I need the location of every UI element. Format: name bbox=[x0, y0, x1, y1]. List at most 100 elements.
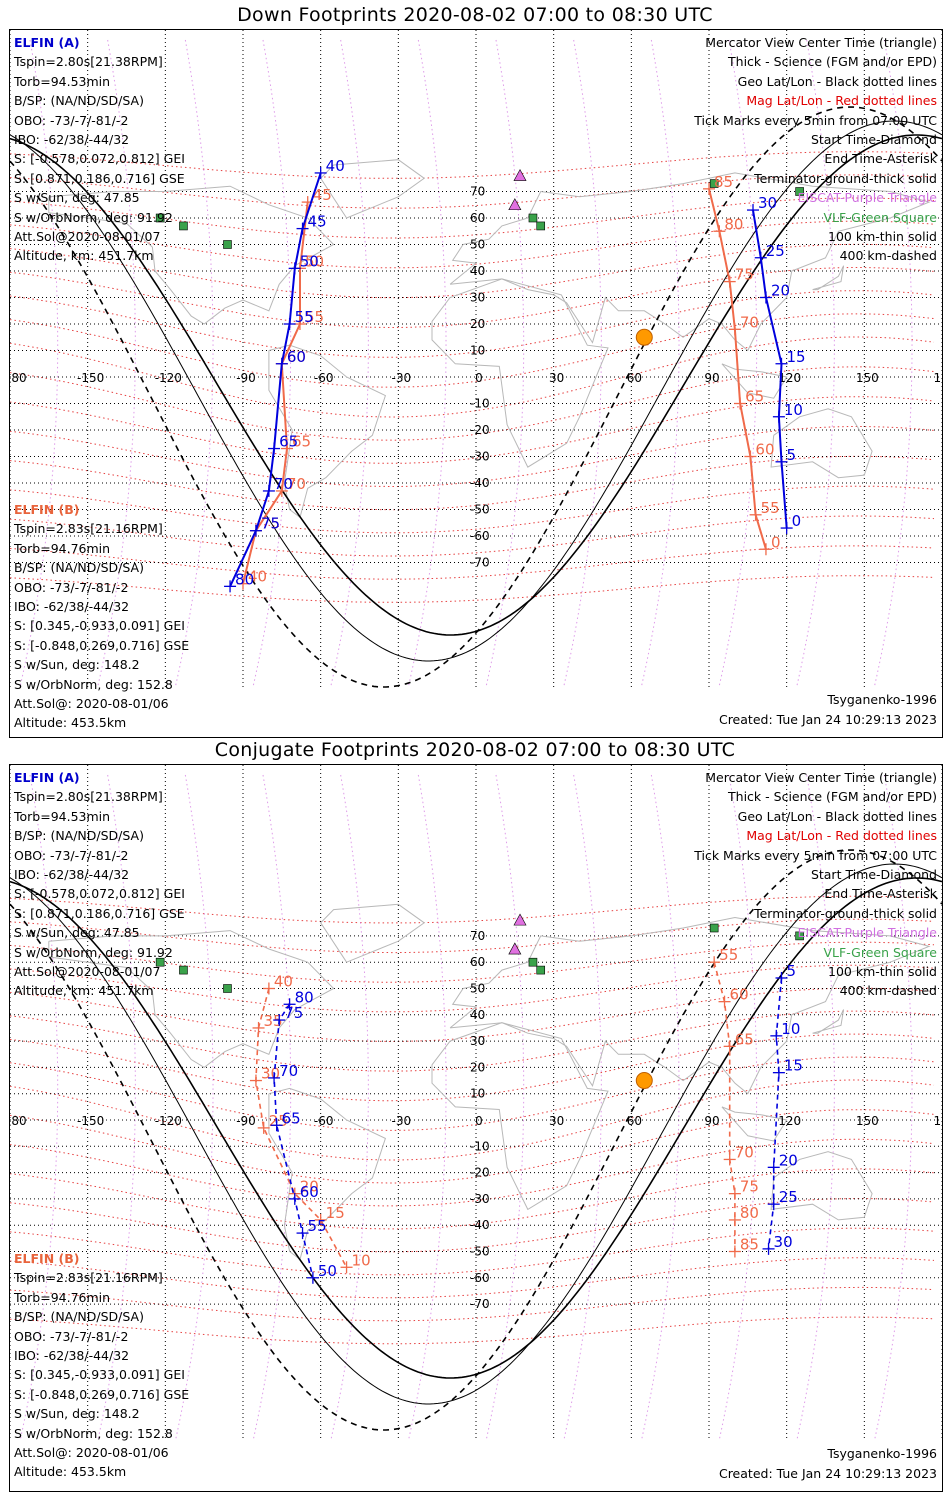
elfin-b-info: ELFIN (B) Tspin=2.83s[21.16RPM] Torb=94.… bbox=[14, 500, 189, 733]
lat-tick-label: -40 bbox=[470, 1218, 490, 1232]
lat-tick-label: -60 bbox=[470, 1271, 490, 1285]
elfin-a-line: S: [-0.578,0.072,0.812] GEI bbox=[14, 151, 185, 167]
elfin-a-line: Altitude, km: 451.7km bbox=[14, 983, 154, 999]
lat-tick-label: -50 bbox=[470, 503, 490, 517]
elfin-b-tick-label: 40 bbox=[248, 568, 267, 586]
lon-tick-label: -90 bbox=[236, 371, 256, 385]
elfin-b-line: OBO: -73/-7/-81/-2 bbox=[14, 579, 129, 595]
elfin-a-line: OBO: -73/-7/-81/-2 bbox=[14, 847, 129, 863]
elfin-b-header: ELFIN (B) bbox=[14, 1251, 80, 1266]
elfin-a-tick-label: 55 bbox=[308, 1217, 327, 1235]
coastline bbox=[320, 159, 426, 219]
mag-lon-line bbox=[407, 39, 447, 688]
legend-item: EISCAT-Purple Triangle bbox=[797, 925, 937, 941]
elfin-a-tick-label: 50 bbox=[318, 1262, 337, 1280]
elfin-b-line: IBO: -62/38/-44/32 bbox=[14, 1347, 130, 1363]
mag-lat-line bbox=[10, 941, 935, 983]
terminator-400km-line bbox=[10, 849, 942, 1431]
elfin-b-track-line bbox=[708, 188, 767, 550]
elfin-b-tick-label: 80 bbox=[740, 1204, 759, 1222]
mag-lat-line bbox=[10, 575, 935, 603]
mag-lat-line bbox=[10, 313, 935, 388]
eiscat-triangle-icon bbox=[513, 913, 527, 926]
legend-item: 100 km-thin solid bbox=[828, 228, 937, 244]
vlf-square-icon bbox=[709, 179, 719, 188]
mag-lon-line bbox=[252, 39, 292, 688]
lon-tick-label: -180 bbox=[10, 371, 27, 385]
elfin-a-tick-label: 20 bbox=[779, 1151, 798, 1169]
elfin-b-tick-label: 75 bbox=[740, 1178, 759, 1196]
lat-tick-label: 70 bbox=[470, 185, 485, 199]
coastline bbox=[812, 1009, 845, 1034]
legend-item: End Time-Asterisk bbox=[824, 151, 937, 167]
vlf-square-icon bbox=[155, 957, 165, 967]
mag-lat-line bbox=[10, 1257, 935, 1299]
elfin-a-tick-label: 65 bbox=[282, 1109, 301, 1127]
down-footprints-map: -180-150-120-90-60-300306090120150180706… bbox=[9, 29, 943, 738]
elfin-b-tick-label: 70 bbox=[740, 313, 759, 331]
elfin-a-tick-label: 80 bbox=[295, 988, 314, 1006]
lon-tick-label: -30 bbox=[392, 371, 412, 385]
legend-item: Geo Lat/Lon - Black dotted lines bbox=[737, 808, 937, 824]
mag-lat-line bbox=[10, 515, 935, 557]
elfin-b-line: Att.Sol@: 2020-08-01/06 bbox=[14, 1444, 169, 1460]
mag-lat-line bbox=[10, 1056, 935, 1131]
lat-tick-label: -30 bbox=[470, 450, 490, 464]
elfin-a-line: S w/OrbNorm, deg: 91.92 bbox=[14, 944, 173, 960]
elfin-b-tick-label: 75 bbox=[735, 266, 754, 284]
elfin-a-line: Tspin=2.80s[21.38RPM] bbox=[14, 789, 163, 805]
elfin-b-tick-label: 70 bbox=[287, 475, 306, 493]
mag-lon-line bbox=[718, 39, 758, 688]
elfin-a-tick-label: 45 bbox=[308, 213, 327, 231]
vlf-square-icon bbox=[223, 240, 232, 249]
mag-lat-line bbox=[10, 895, 935, 924]
elfin-b-line: OBO: -73/-7/-81/-2 bbox=[14, 1328, 129, 1344]
elfin-b-tick-label: 60 bbox=[287, 348, 306, 366]
mag-lon-line bbox=[330, 774, 369, 1442]
mag-lon-line bbox=[174, 39, 214, 688]
lat-tick-label: 70 bbox=[470, 929, 485, 943]
legend-item: Mercator View Center Time (triangle) bbox=[705, 35, 937, 50]
elfin-b-tick-label: 0 bbox=[771, 533, 781, 551]
elfin-a-track-line bbox=[767, 977, 783, 1249]
elfin-b-line: Tspin=2.83s[21.16RPM] bbox=[14, 521, 163, 537]
legend-item: Mag Lat/Lon - Red dotted lines bbox=[746, 93, 937, 109]
elfin-b-tick-label: 80 bbox=[724, 215, 743, 233]
lon-tick-label: -60 bbox=[314, 1114, 334, 1128]
elfin-b-tick-label: 70 bbox=[735, 1143, 754, 1161]
elfin-b-line: IBO: -62/38/-44/32 bbox=[14, 598, 130, 614]
elfin-a-tick-label: 15 bbox=[784, 1057, 803, 1075]
elfin-a-tick-label: 75 bbox=[284, 1004, 303, 1022]
elfin-b-tick-label: 85 bbox=[740, 1236, 759, 1254]
elfin-a-tick-label: 25 bbox=[766, 242, 785, 260]
elfin-a-tick-label: 60 bbox=[287, 348, 306, 366]
elfin-b-header: ELFIN (B) bbox=[14, 502, 80, 517]
lon-tick-label: 180 bbox=[934, 371, 942, 385]
elfin-b-tick-label: 55 bbox=[305, 308, 324, 326]
lat-tick-label: -70 bbox=[470, 556, 490, 570]
lon-tick-label: -30 bbox=[392, 1114, 412, 1128]
elfin-a-tick-label: 10 bbox=[781, 1020, 800, 1038]
lon-tick-label: 120 bbox=[778, 371, 801, 385]
elfin-a-line: B/SP: (NA/ND/SD/SA) bbox=[14, 828, 144, 844]
elfin-b-tick-label: 55 bbox=[761, 499, 780, 517]
lat-tick-label: -70 bbox=[470, 1297, 490, 1311]
legend-item: End Time-Asterisk bbox=[824, 886, 937, 902]
elfin-b-tick-label: 30 bbox=[261, 1065, 280, 1083]
elfin-a-tick-label: 50 bbox=[300, 252, 319, 270]
terminator-ground-line bbox=[10, 877, 942, 1379]
mag-lat-line bbox=[10, 485, 935, 534]
elfin-a-tick-label: 70 bbox=[274, 475, 293, 493]
legend-item: 100 km-thin solid bbox=[828, 963, 937, 979]
elfin-b-line: S: [-0.848,0.269,0.716] GSE bbox=[14, 637, 190, 653]
elfin-a-header: ELFIN (A) bbox=[14, 35, 80, 50]
mag-lat-line bbox=[10, 1109, 935, 1184]
lat-tick-label: -20 bbox=[470, 1166, 490, 1180]
mag-lat-line bbox=[10, 267, 935, 329]
vlf-square-icon bbox=[709, 923, 719, 933]
legend: Mercator View Center Time (triangle) Thi… bbox=[694, 768, 937, 1001]
legend-item: Terminator-ground-thick solid bbox=[754, 170, 937, 186]
elfin-b-tick-label: 35 bbox=[264, 1012, 283, 1030]
lon-tick-label: 180 bbox=[934, 1114, 942, 1128]
elfin-a-tick-label: 40 bbox=[326, 157, 345, 175]
